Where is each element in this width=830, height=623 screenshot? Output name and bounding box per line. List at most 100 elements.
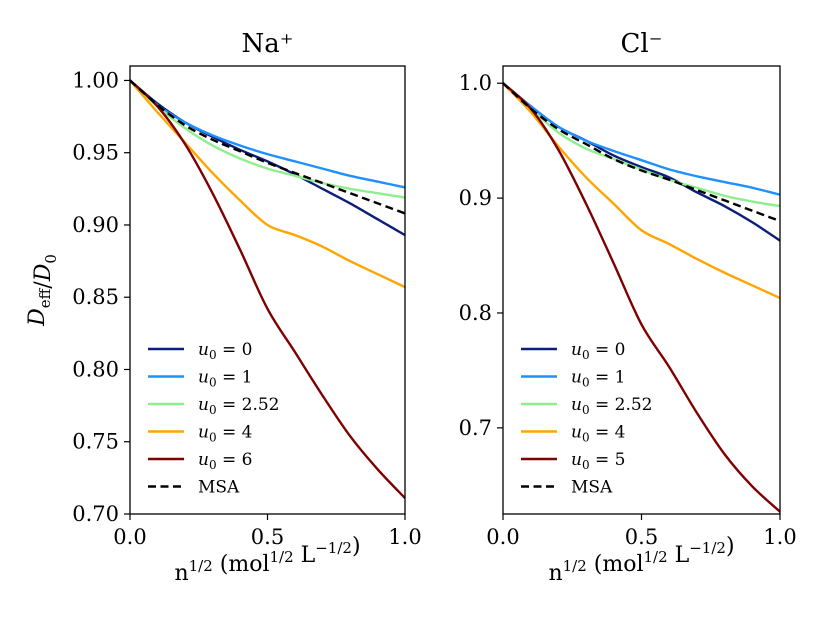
axis-label-text: (mol — [213, 552, 270, 577]
legend-label: u0 = 0 — [198, 340, 252, 362]
x-tick-label: 1.0 — [388, 525, 421, 549]
y-label-subscript: eff — [36, 287, 54, 308]
legend-subscript: 0 — [209, 431, 217, 445]
y-tick-label: 1.00 — [72, 68, 119, 92]
legend-rest: = 1 — [217, 368, 253, 388]
chart-panel-1: 0.70 0.75 0.80 0.85 0.90 0.95 1.00 0.0 0.5 1.0 Na⁺… — [25, 29, 422, 586]
panel-title: Na⁺ — [242, 29, 294, 59]
legend-var: u — [571, 450, 582, 470]
y-tick-label: 0.75 — [72, 430, 119, 454]
series-group — [503, 82, 780, 513]
legend-subscript: 0 — [582, 376, 590, 390]
x-axis-label: n1/2 (mol1/2 L−1/2) — [174, 534, 360, 586]
y-tick-label: 0.95 — [72, 141, 119, 165]
y-tick-label: 0.70 — [72, 502, 119, 526]
series-line — [130, 79, 405, 199]
chart-panel-2: 0.70.80.91.00.0 0.5 1.0Cl⁻n1/2 (mol1/2 L−1… — [459, 29, 797, 586]
axis-label-superscript: 1/2 — [269, 548, 293, 566]
y-tick-label: 0.85 — [72, 285, 119, 309]
series-line — [130, 79, 405, 215]
x-tick-label: 0.5 — [625, 525, 658, 549]
legend-subscript: 0 — [582, 403, 590, 417]
y-tick-label: 0.80 — [72, 357, 119, 381]
legend-label: u0 = 1 — [198, 368, 252, 390]
y-label-slash: / — [31, 281, 56, 289]
y-label-subscript: 0 — [42, 254, 60, 264]
y-tick-label: 0.7 — [459, 416, 492, 440]
plot-frame — [129, 65, 406, 515]
legend-subscript: 0 — [582, 458, 590, 472]
legend-subscript: 0 — [209, 403, 217, 417]
legend-var: u — [198, 395, 209, 415]
legend-subscript: 0 — [209, 376, 217, 390]
series-line — [503, 82, 780, 208]
legend-label: MSA — [198, 478, 240, 498]
legend-label: u0 = 2.52 — [571, 395, 653, 417]
legend-subscript: 0 — [582, 431, 590, 445]
legend-rest: = 2.52 — [217, 395, 280, 415]
legend-subscript: 0 — [209, 348, 217, 362]
y-tick-label: 0.90 — [72, 213, 119, 237]
x-tick-label: 0.0 — [486, 525, 519, 549]
series-group — [130, 79, 405, 500]
legend-rest: = 6 — [217, 450, 253, 470]
legend-label: u0 = 0 — [571, 340, 625, 362]
plot-frame — [502, 65, 781, 515]
legend-var: u — [198, 340, 209, 360]
y-tick-label: 0.8 — [459, 301, 492, 325]
series-line — [503, 82, 780, 196]
axis-label-text: n — [174, 561, 188, 586]
legend-rest: = 4 — [590, 423, 626, 443]
legend-var: u — [571, 395, 582, 415]
legend-label: u0 = 4 — [571, 423, 625, 445]
legend-var: u — [198, 368, 209, 388]
axis-label-text: L — [294, 543, 316, 568]
series-line — [503, 82, 780, 223]
legend-var: u — [571, 368, 582, 388]
y-label-base: D — [25, 308, 50, 327]
legend-rest: = 5 — [590, 450, 626, 470]
x-tick-label: 0.0 — [113, 525, 146, 549]
panel-title: Cl⁻ — [621, 29, 663, 59]
series-line — [503, 82, 780, 242]
series-line — [130, 79, 405, 189]
series-line — [130, 79, 405, 237]
axis-label-text: n — [548, 561, 562, 586]
x-axis-label: n1/2 (mol1/2 L−1/2) — [548, 534, 734, 586]
axis-label-text: (mol — [587, 552, 644, 577]
y-tick-label: 1.0 — [459, 71, 492, 95]
legend-subscript: 0 — [582, 348, 590, 362]
legend-rest: = 1 — [590, 368, 626, 388]
legend-label: u0 = 4 — [198, 423, 252, 445]
legend-label: MSA — [571, 478, 613, 498]
legend-var: u — [198, 423, 209, 443]
series-line — [130, 79, 405, 289]
legend-rest: = 2.52 — [590, 395, 653, 415]
axis-label-superscript: 1/2 — [189, 557, 213, 575]
legend-rest: = 0 — [590, 340, 626, 360]
series-line — [130, 79, 405, 500]
y-axis-label: Deff/D0 — [25, 254, 60, 327]
axis-label-text: L — [668, 543, 690, 568]
x-tick-label: 1.0 — [763, 525, 796, 549]
legend-var: u — [198, 450, 209, 470]
axis-label-superscript: −1/2 — [315, 539, 352, 557]
series-line — [503, 82, 780, 300]
legend-var: u — [571, 423, 582, 443]
axis-label-text: ) — [726, 534, 735, 559]
legend-label: u0 = 2.52 — [198, 395, 280, 417]
legend-var: u — [571, 340, 582, 360]
legend-label: u0 = 1 — [571, 368, 625, 390]
axis-label-superscript: 1/2 — [563, 557, 587, 575]
legend-rest: = 0 — [217, 340, 253, 360]
x-tick-label: 0.5 — [251, 525, 284, 549]
series-line — [503, 82, 780, 513]
legend-rest: = 4 — [217, 423, 253, 443]
axis-label-superscript: 1/2 — [643, 548, 667, 566]
legend-label: u0 = 5 — [571, 450, 625, 472]
axis-label-text: ) — [352, 534, 361, 559]
axis-label-superscript: −1/2 — [689, 539, 726, 557]
